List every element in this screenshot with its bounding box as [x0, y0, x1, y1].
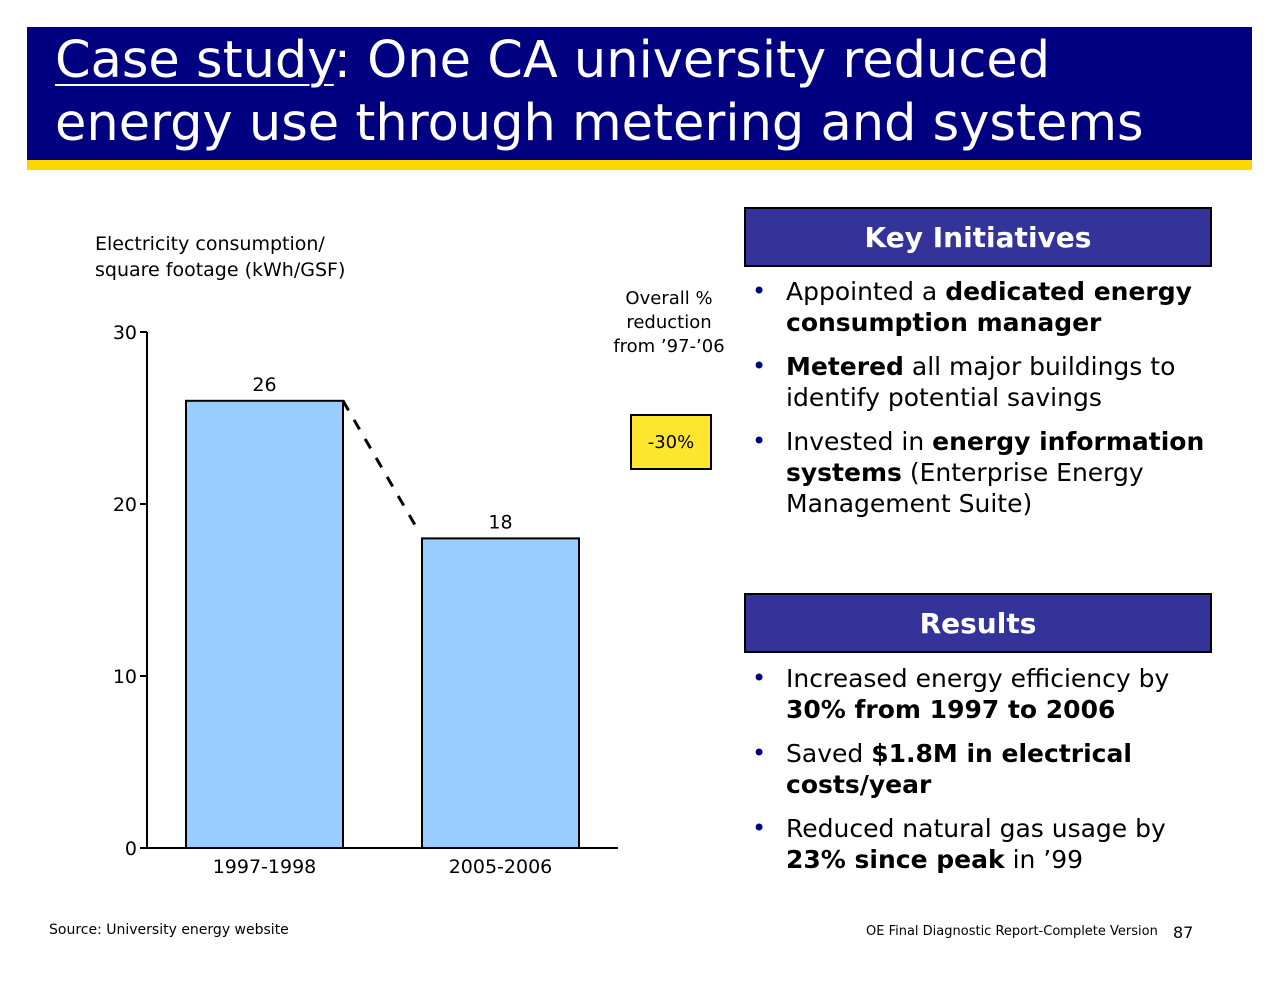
page-title: Case study: One CA university reduced en… [55, 29, 1235, 155]
item-bold-text: dedicated energy consumption manager [786, 277, 1192, 337]
results-list: • Increased energy efficiency by 30% from… [752, 663, 1222, 888]
list-item: • Saved $1.8M in electrical costs/year [752, 738, 1222, 800]
item-text: Reduced natural gas usage by [786, 814, 1166, 843]
y-tick-label: 10 [113, 666, 137, 688]
item-text: in ’99 [1004, 845, 1084, 874]
item-text: (Enterprise Energy Management Suite) [786, 458, 1144, 518]
title-bar: Case study: One CA university reduced en… [27, 27, 1252, 170]
y-axis-label-line2: square footage (kWh/GSF) [95, 259, 346, 281]
y-tick-label: 30 [113, 322, 137, 344]
list-item: • Invested in energy information systems … [752, 426, 1222, 519]
key-initiatives-list: • Appointed a dedicated energy consumptio… [752, 276, 1222, 532]
bullet-icon: • [752, 664, 767, 692]
bar-value-label: 26 [252, 374, 276, 396]
x-tick-label: 2005-2006 [449, 856, 553, 878]
bullet-icon: • [752, 277, 767, 305]
list-item: • Metered all major buildings to identify… [752, 351, 1222, 413]
item-bold-text: Metered [786, 352, 904, 381]
reduction-badge: -30% [630, 414, 712, 470]
reduction-label-line1: Overall % [625, 288, 713, 309]
bar [421, 537, 580, 850]
list-item: • Increased energy efficiency by 30% from… [752, 663, 1222, 725]
bar-chart: 0 10 20 30 26 1997-1998 18 2005-2006 [113, 322, 618, 878]
reduction-connector [341, 400, 419, 530]
item-text: Saved [786, 739, 872, 768]
bullet-icon: • [752, 814, 767, 842]
title-underlined: Case study [55, 31, 334, 90]
results-title: Results [919, 606, 1037, 640]
reduction-label-line2: reduction [626, 312, 712, 333]
y-axis-label-line1: Electricity consumption/ [95, 233, 325, 255]
item-text: Appointed a [786, 277, 946, 306]
bar-value-label: 18 [488, 511, 512, 533]
list-item: • Appointed a dedicated energy consumptio… [752, 276, 1222, 338]
reduction-label: Overall % reduction from ’97-’06 [600, 287, 738, 359]
item-text: Increased energy efficiency by [786, 664, 1170, 693]
item-bold-text: 23% since peak [786, 845, 1005, 874]
footer-report-name: OE Final Diagnostic Report-Complete Vers… [866, 924, 1158, 939]
y-tick-label: 0 [125, 838, 137, 860]
page-number: 87 [1173, 923, 1194, 942]
item-bold-text: energy information systems [786, 427, 1205, 487]
bullet-icon: • [752, 427, 767, 455]
bullet-icon: • [752, 352, 767, 380]
chart-y-axis-label: Electricity consumption/ square footage … [95, 231, 345, 283]
reduction-value: -30% [647, 431, 695, 453]
item-text: Invested in [786, 427, 933, 456]
item-text: all major buildings to identify potentia… [786, 352, 1176, 412]
title-rest: : One CA university reduced energy use t… [55, 31, 1144, 153]
bullet-icon: • [752, 739, 767, 767]
y-tick-label: 20 [113, 494, 137, 516]
reduction-label-line3: from ’97-’06 [613, 336, 725, 357]
key-initiatives-title: Key Initiatives [864, 220, 1092, 254]
x-tick-label: 1997-1998 [213, 856, 317, 878]
bar [185, 399, 344, 849]
results-header: Results [744, 593, 1212, 653]
source-note: Source: University energy website [49, 922, 289, 938]
key-initiatives-header: Key Initiatives [744, 207, 1212, 267]
list-item: • Reduced natural gas usage by 23% since … [752, 813, 1222, 875]
item-bold-text: $1.8M in electrical costs/year [786, 739, 1132, 799]
item-bold-text: 30% from 1997 to 2006 [786, 695, 1116, 724]
